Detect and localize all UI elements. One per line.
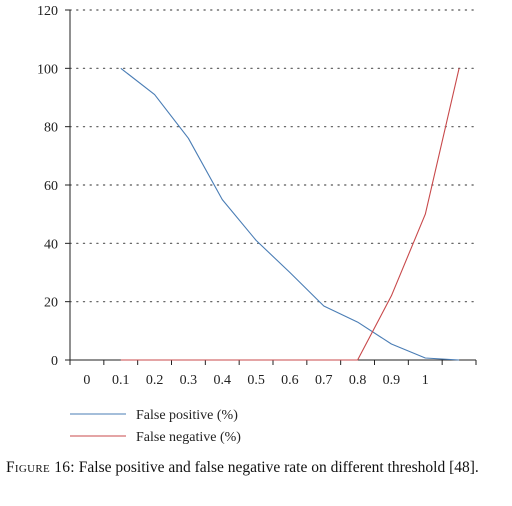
x-tick-label: 0.3 xyxy=(180,373,198,388)
x-tick-label: 0.4 xyxy=(214,373,232,388)
line-chart: 0 20 40 60 80 100 120 0 0.1 0.2 0.3 0.4 0.5 0.6 0.7 0.8… xyxy=(37,4,477,445)
legend-label: False positive (%) xyxy=(136,408,238,423)
caption-text: False positive and false negative rate o… xyxy=(78,459,479,476)
x-tick-label: 0.1 xyxy=(112,373,130,388)
tick-labels: 0 20 40 60 80 100 120 0 0.1 0.2 0.3 0.4 0.5 0.6 0.7 0.8… xyxy=(37,4,429,388)
figure-caption: Figure 16: False positive and false nega… xyxy=(6,458,506,478)
x-tick-label: 0.2 xyxy=(146,373,164,388)
x-tick-label: 0.8 xyxy=(349,373,367,388)
x-tick-label: 0.6 xyxy=(281,373,299,388)
x-tick-label: 0.7 xyxy=(315,373,333,388)
x-tick-label: 0.9 xyxy=(383,373,401,388)
y-tick-label: 80 xyxy=(44,121,58,136)
y-tick-label: 0 xyxy=(51,354,58,369)
y-tick-label: 120 xyxy=(37,4,58,19)
x-tick-label: 0.5 xyxy=(247,373,265,388)
y-tick-label: 60 xyxy=(44,179,58,194)
x-tick-label: 1 xyxy=(422,373,429,388)
legend: False positive (%) False negative (%) xyxy=(70,408,241,445)
x-tick-label: 0 xyxy=(83,373,90,388)
y-tick-label: 100 xyxy=(37,62,58,77)
series-false-positive-line xyxy=(120,67,460,361)
figure-label: Figure 16: xyxy=(6,459,75,476)
series-lines xyxy=(120,67,460,361)
y-tick-label: 20 xyxy=(44,296,58,311)
legend-label: False negative (%) xyxy=(136,430,241,445)
y-tick-label: 40 xyxy=(44,237,58,252)
grid-lines xyxy=(69,9,477,303)
axes xyxy=(65,9,477,365)
series-false-negative-line xyxy=(120,68,460,361)
